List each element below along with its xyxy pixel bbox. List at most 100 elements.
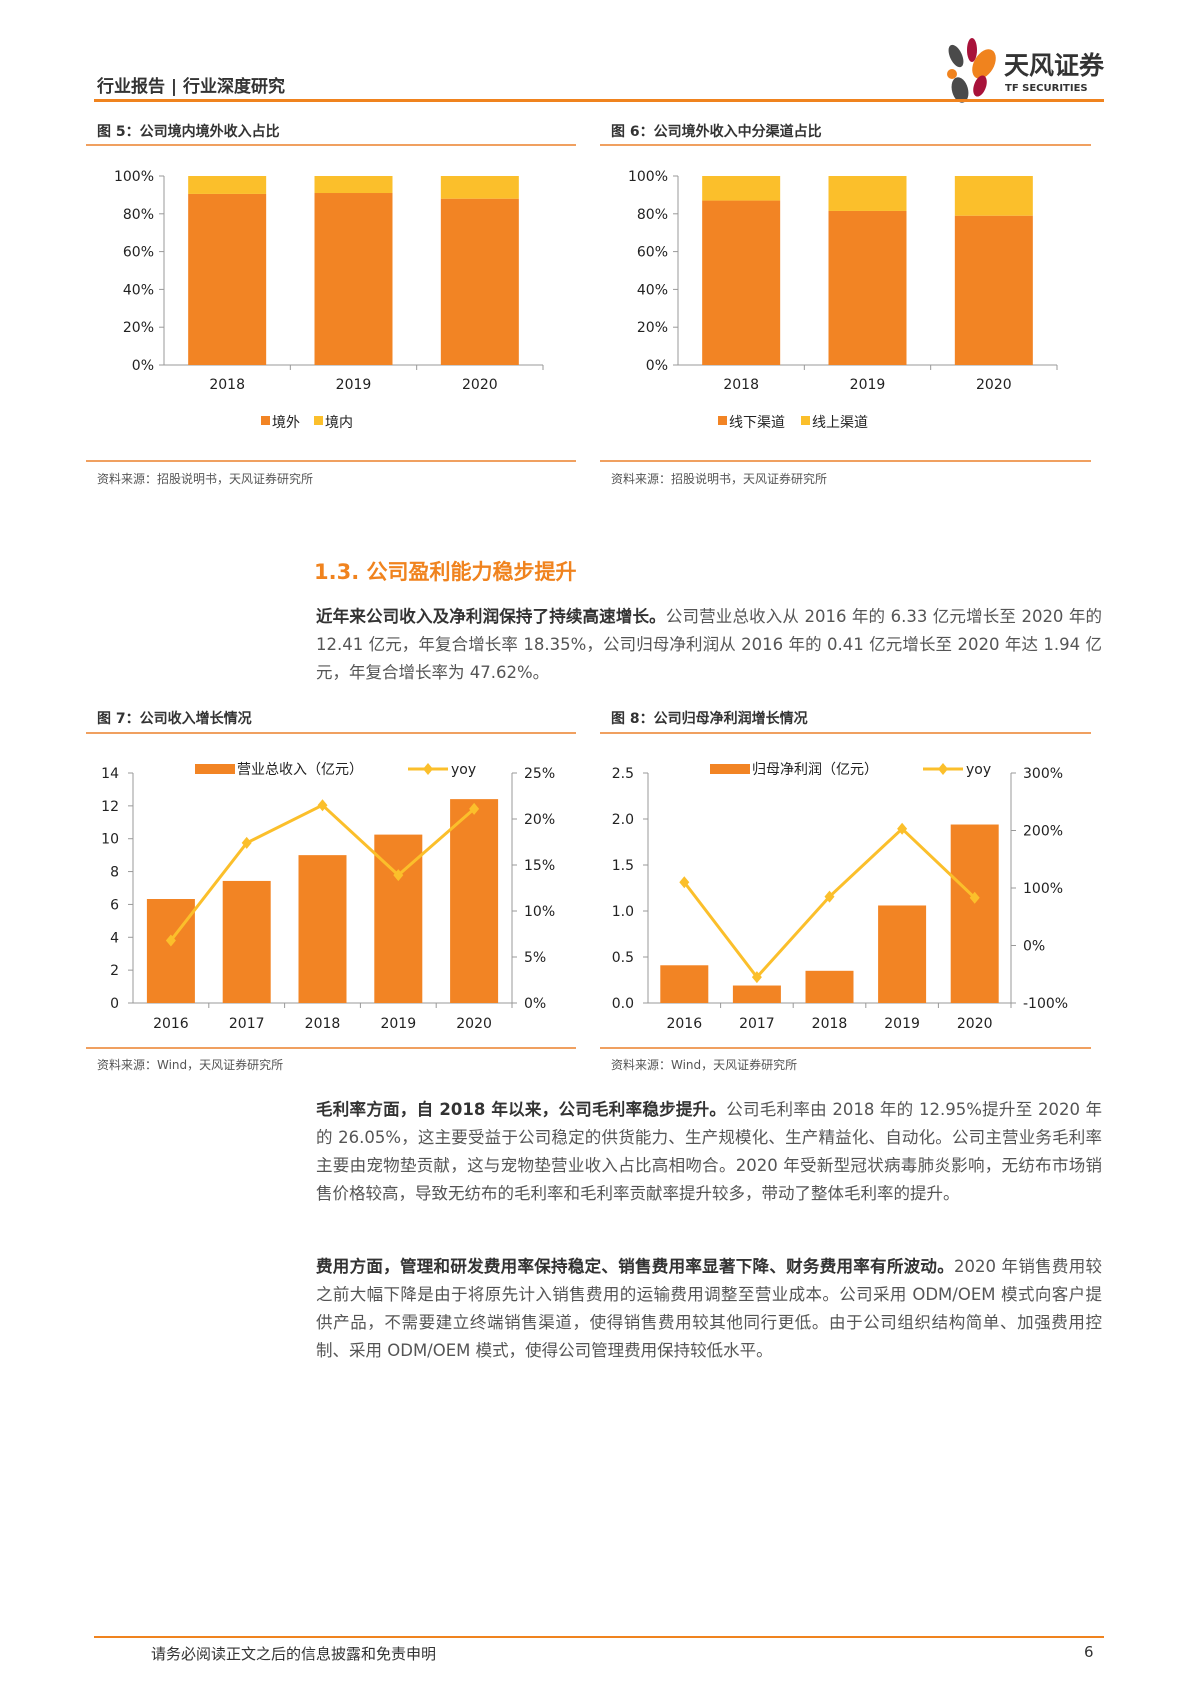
figure-6-divider	[600, 144, 1091, 146]
figure-6-title: 图 6：公司境外收入中分渠道占比	[611, 124, 822, 140]
footer-disclaimer[interactable]: 请务必阅读正文之后的信息披露和免责申明	[151, 1645, 437, 1663]
figure-8-title: 图 8：公司归母净利润增长情况	[611, 711, 808, 727]
chart-overseas-channel-share: 0% 20% 40% 60% 80% 100% 2018 2019 2020 线下渠道 线上渠道	[628, 169, 1058, 431]
x-tick-label: 2018	[305, 1016, 341, 1032]
company-logo: 天风证券 TF SECURITIES	[942, 38, 1107, 104]
y-tick-label: 0	[110, 996, 119, 1012]
paragraph-lead: 毛利率方面，自 2018 年以来，公司毛利率稳步提升。	[316, 1100, 727, 1119]
x-tick-label: 2019	[336, 377, 372, 393]
y2-tick-label: 200%	[1023, 824, 1063, 840]
bar	[146, 899, 195, 1003]
footer-divider	[94, 1636, 1104, 1638]
paragraph-body: 公司毛利率由 2018 年的 12.95%提升至 2020 年的 26.05%，…	[316, 1100, 1102, 1203]
y-tick-label: 8	[110, 865, 119, 881]
yoy-line	[683, 826, 976, 980]
figure-5-bottom-divider	[86, 460, 576, 462]
y-tick-label: 80%	[637, 207, 668, 223]
x-tick-label: 2018	[812, 1016, 848, 1032]
bar	[222, 880, 271, 1003]
y2-tick-label: 25%	[524, 766, 555, 782]
figure-5-source: 资料来源：招股说明书，天风证券研究所	[97, 472, 314, 486]
y2-tick-label: 15%	[524, 858, 555, 874]
bar-线上渠道	[702, 176, 781, 201]
figure-5-title: 图 5：公司境内境外收入占比	[97, 124, 280, 140]
bar-境内	[314, 176, 393, 194]
svg-text:TF SECURITIES: TF SECURITIES	[1005, 83, 1088, 94]
bar-线上渠道	[828, 176, 907, 211]
legend-swatch	[801, 416, 810, 425]
bar	[805, 970, 854, 1003]
section-heading: 1.3. 公司盈利能力稳步提升	[314, 560, 577, 584]
y-tick-label: 10	[101, 832, 119, 848]
legend-label: 境外	[272, 415, 300, 431]
legend-label: 线下渠道	[729, 415, 785, 431]
paragraph-lead: 近年来公司收入及净利润保持了持续高速增长。	[316, 607, 666, 626]
yoy-point	[897, 822, 908, 835]
yoy-point	[165, 934, 176, 947]
y-tick-label: 20%	[637, 320, 668, 336]
chart-net-profit-growth: 0.0 0.5 1.0 1.5 2.0 2.5 -100% 0% 100% 200% 300% 201…	[612, 761, 1068, 1032]
y-tick-label: 4	[110, 930, 119, 946]
x-tick-label: 2020	[462, 377, 498, 393]
x-tick-label: 2018	[723, 377, 759, 393]
x-tick-label: 2017	[229, 1016, 265, 1032]
figure-7-divider	[86, 732, 576, 734]
x-tick-label: 2020	[456, 1016, 492, 1032]
x-tick-label: 2020	[976, 377, 1012, 393]
y-tick-label: 20%	[123, 320, 154, 336]
header-divider	[94, 99, 1104, 102]
legend-label-line: yoy	[966, 762, 991, 778]
yoy-point	[679, 876, 690, 889]
figure-8-source: 资料来源：Wind，天风证券研究所	[611, 1058, 798, 1072]
page-number: 6	[1084, 1643, 1094, 1661]
y2-tick-label: 5%	[524, 950, 546, 966]
figure-7-source: 资料来源：Wind，天风证券研究所	[97, 1058, 284, 1072]
y2-tick-label: 10%	[524, 904, 555, 920]
x-tick-label: 2017	[739, 1016, 775, 1032]
chart-domestic-overseas-share: 0% 20% 40% 60% 80% 100% 2018 2019 2020 境外 境内	[114, 169, 544, 431]
svg-text:天风证券: 天风证券	[1004, 51, 1105, 80]
legend-swatch-bar	[195, 764, 235, 774]
y-tick-label: 60%	[123, 245, 154, 261]
legend-swatch	[261, 416, 270, 425]
y-tick-label: 100%	[628, 169, 668, 185]
y-tick-label: 0.5	[612, 950, 634, 966]
bar	[660, 965, 709, 1003]
x-tick-label: 2020	[957, 1016, 993, 1032]
bar	[450, 799, 499, 1003]
y-tick-label: 0%	[646, 358, 668, 374]
y-tick-label: 6	[110, 897, 119, 913]
figure-7-bottom-divider	[86, 1047, 576, 1049]
y2-tick-label: 20%	[524, 812, 555, 828]
bar	[298, 855, 347, 1003]
bar	[950, 824, 999, 1003]
y-tick-label: 1.0	[612, 904, 634, 920]
bar-线上渠道	[954, 176, 1033, 216]
y-tick-label: 100%	[114, 169, 154, 185]
legend-label-line: yoy	[451, 762, 476, 778]
legend-swatch-marker	[938, 763, 948, 775]
x-tick-label: 2019	[884, 1016, 920, 1032]
yoy-point	[969, 891, 980, 904]
paragraph-body: 2020 年销售费用较之前大幅下降是由于将原先计入销售费用的运输费用调整至营业成…	[316, 1257, 1102, 1360]
yoy-point	[317, 799, 328, 812]
y-tick-label: 40%	[637, 282, 668, 298]
bar-境外	[440, 198, 519, 365]
paragraph-expenses: 费用方面，管理和研发费用率保持稳定、销售费用率显著下降、财务费用率有所波动。20…	[316, 1253, 1102, 1365]
legend-swatch	[314, 416, 323, 425]
y-tick-label: 2.0	[612, 812, 634, 828]
x-tick-label: 2019	[850, 377, 886, 393]
y-tick-label: 0%	[132, 358, 154, 374]
chart-revenue-growth: 0 2 4 6 8 10 12 14 0% 5% 10% 15% 20% 25% 2016 2017 2018 2…	[101, 762, 555, 1032]
y2-tick-label: 300%	[1023, 766, 1063, 782]
legend-label: 境内	[325, 415, 353, 431]
yoy-point	[824, 890, 835, 903]
legend-label-bar: 归母净利润（亿元）	[752, 761, 878, 778]
y-tick-label: 1.5	[612, 858, 634, 874]
bar-境外	[314, 193, 393, 365]
figure-8-bottom-divider	[600, 1047, 1091, 1049]
yoy-point	[393, 869, 404, 882]
bar-境内	[440, 176, 519, 199]
bar	[732, 985, 781, 1003]
